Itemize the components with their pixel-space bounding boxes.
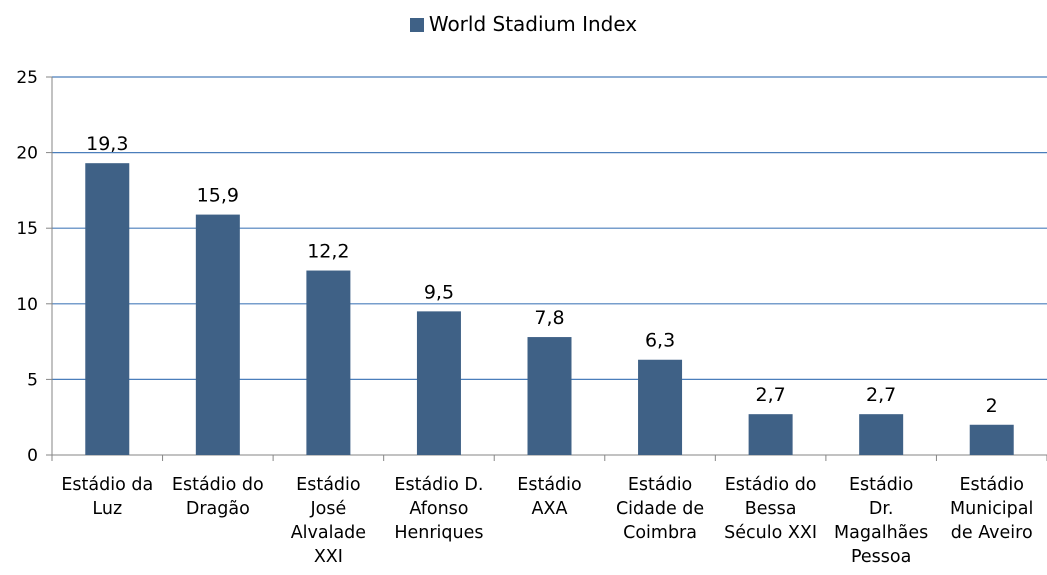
y-tick-label: 0 [27, 446, 38, 466]
x-tick-label-line: Estádio da [61, 475, 153, 495]
x-tick-label: Estádio do Bessa Século XXI [724, 475, 817, 543]
bar [969, 424, 1014, 455]
x-tick-label: Estádio do Dragão [172, 475, 264, 519]
x-tick-label-line: Alvalade [291, 523, 366, 543]
x-tick-label-line: Coimbra [623, 523, 697, 543]
x-tick-label-line: de Aveiro [951, 523, 1033, 543]
data-label: 2,7 [756, 384, 786, 406]
bar [195, 214, 240, 455]
x-tick-label-line: XXI [314, 547, 343, 567]
x-tick-label: Estádio Cidade de Coimbra [616, 475, 704, 543]
x-tick-label: Estádio da Luz [61, 475, 153, 519]
x-tick-label: Estádio José Alvalade XXI [291, 475, 366, 567]
legend: World Stadium Index [0, 10, 1047, 38]
bar [306, 270, 351, 455]
x-tick-label-line: Afonso [409, 499, 468, 519]
x-tick-label: Estádio Dr. Magalhães Pessoa [834, 475, 928, 567]
data-label: 6,3 [645, 330, 675, 352]
y-tick-label: 5 [27, 370, 38, 390]
x-tick-label: Estádio Municipal de Aveiro [950, 475, 1033, 543]
data-label: 7,8 [534, 307, 564, 329]
x-tick-label-line: Dragão [186, 499, 250, 519]
x-tick-label-line: Estádio D. [394, 475, 483, 495]
x-tick-label-line: Cidade de [616, 499, 704, 519]
bar [416, 311, 461, 455]
data-label: 19,3 [86, 133, 128, 155]
x-tick-label-line: Estádio [849, 475, 913, 495]
data-label: 15,9 [197, 185, 239, 207]
y-tick-label: 10 [16, 295, 38, 315]
bar [85, 163, 130, 455]
x-tick-label-line: Estádio [517, 475, 581, 495]
x-tick-label-line: Estádio [628, 475, 692, 495]
x-tick-label-line: Estádio do [725, 475, 817, 495]
bar [527, 337, 572, 455]
y-tick-label: 15 [16, 219, 38, 239]
x-tick-label-line: Pessoa [851, 547, 911, 567]
x-tick-label-line: Luz [92, 499, 122, 519]
x-tick-label-line: Estádio [296, 475, 360, 495]
x-tick-label-line: Estádio do [172, 475, 264, 495]
x-tick-label-line: Bessa [745, 499, 797, 519]
x-tick-label-line: Estádio [960, 475, 1024, 495]
x-tick-label: Estádio D. Afonso Henriques [394, 475, 483, 543]
data-label: 9,5 [424, 281, 454, 303]
bar [638, 359, 683, 455]
x-tick-label: Estádio AXA [517, 475, 581, 519]
data-label: 12,2 [307, 241, 349, 263]
x-tick-label-line: Século XXI [724, 523, 817, 543]
data-label: 2 [986, 395, 998, 417]
y-tick-label: 20 [16, 144, 38, 164]
x-tick-label-line: José [310, 499, 347, 519]
x-tick-label-line: AXA [532, 499, 568, 519]
legend-label: World Stadium Index [428, 12, 638, 36]
x-tick-label-line: Henriques [394, 523, 483, 543]
y-tick-label: 25 [16, 68, 38, 88]
bar [748, 414, 793, 455]
x-tick-label-line: Municipal [950, 499, 1033, 519]
x-tick-label-line: Dr. [869, 499, 894, 519]
x-tick-label-line: Magalhães [834, 523, 928, 543]
bar [859, 414, 904, 455]
legend-swatch [409, 18, 424, 32]
data-label: 2,7 [866, 384, 896, 406]
